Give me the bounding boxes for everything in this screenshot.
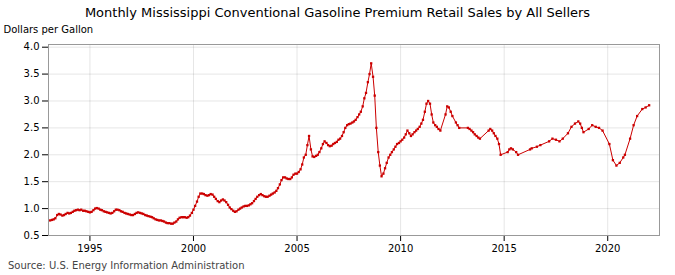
svg-text:2010: 2010 (388, 243, 413, 254)
svg-text:1.0: 1.0 (24, 203, 40, 214)
svg-text:Dollars per Gallon: Dollars per Gallon (4, 24, 94, 35)
svg-text:2005: 2005 (284, 243, 309, 254)
svg-text:1995: 1995 (77, 243, 102, 254)
svg-text:4.0: 4.0 (24, 41, 40, 52)
svg-text:2020: 2020 (595, 243, 620, 254)
svg-text:0.5: 0.5 (24, 230, 40, 241)
svg-text:2.0: 2.0 (24, 149, 40, 160)
svg-text:1.5: 1.5 (24, 176, 40, 187)
svg-text:2015: 2015 (491, 243, 516, 254)
svg-text:2.5: 2.5 (24, 122, 40, 133)
svg-text:2000: 2000 (181, 243, 206, 254)
svg-text:3.5: 3.5 (24, 68, 40, 79)
html-text:Monthly Mississippi Convention: Monthly Mississippi Conventional Gasolin… (84, 5, 591, 20)
html-text:Source: U.S. Energy Informatio: Source: U.S. Energy Information Administ… (8, 260, 245, 271)
svg-text:3.0: 3.0 (24, 95, 40, 106)
